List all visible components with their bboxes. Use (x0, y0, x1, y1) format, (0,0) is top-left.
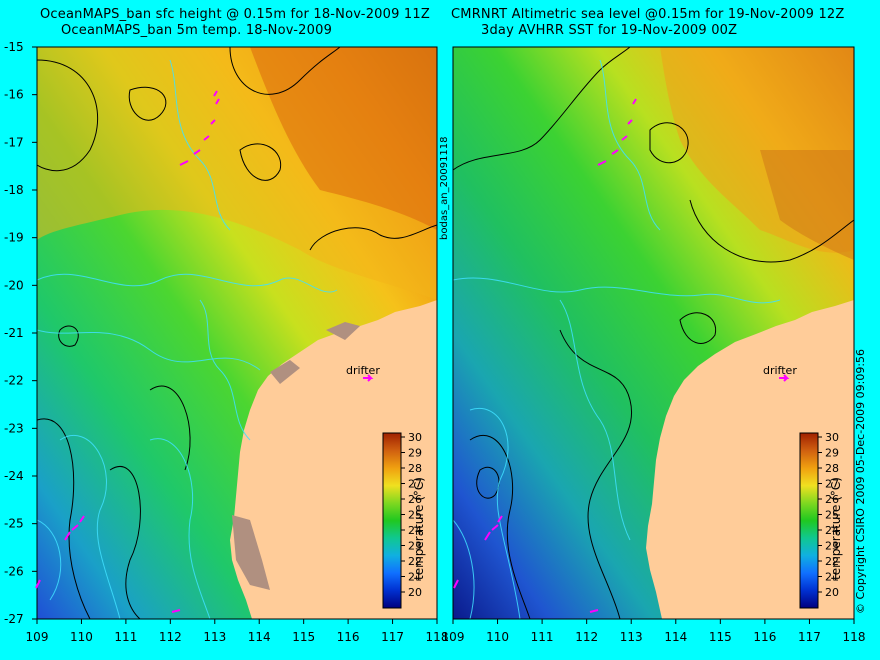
y-tick-label: -27 (4, 612, 24, 626)
right-x-tick-label: 114 (664, 630, 687, 644)
right-drifter-marker (779, 374, 790, 382)
right-x-tick-label: 113 (620, 630, 643, 644)
left-x-tick-label: 115 (292, 630, 315, 644)
left-title-line2: OceanMAPS_ban 5m temp. 18-Nov-2009 (61, 23, 333, 38)
left-x-tick-label: 111 (114, 630, 137, 644)
y-tick-label: -25 (4, 517, 24, 531)
left-colorbar-tick-label: 21 (408, 571, 422, 584)
right-colorbar-tick-label: 26 (825, 493, 839, 506)
right-x-tick-label: 112 (575, 630, 598, 644)
y-tick-label: -16 (4, 88, 24, 102)
right-drifter-label: drifter (763, 364, 797, 377)
right-x-tick-label: 111 (531, 630, 554, 644)
y-tick-label: -15 (4, 40, 24, 54)
right-x-axis: 109 110 111 112 113 114 115 116 117 118 (442, 619, 866, 644)
y-tick-label: -18 (4, 183, 24, 197)
y-axis: -15 -16 -17 -18 -19 -20 -21 -22 -23 -24 -25 -26 -27 (4, 40, 37, 626)
left-colorbar-label: temperature (°C) (412, 477, 426, 580)
right-drifter-track (453, 98, 790, 613)
y-tick-label: -24 (4, 469, 24, 483)
right-colorbar-tick-label: 30 (825, 431, 839, 444)
y-tick-label: -22 (4, 374, 24, 388)
left-x-tick-label: 114 (248, 630, 271, 644)
left-colorbar-tick-label: 26 (408, 493, 422, 506)
right-title-line2: 3day AVHRR SST for 19-Nov-2009 00Z (481, 23, 738, 38)
right-colorbar-tick-label: 20 (825, 586, 839, 599)
right-colorbar-tick-label: 22 (825, 555, 839, 568)
right-map-panel (453, 47, 854, 619)
left-drifter-label: drifter (346, 364, 380, 377)
left-colorbar-tick-label: 20 (408, 586, 422, 599)
right-colorbar-tick-label: 28 (825, 462, 839, 475)
left-colorbar-tick-label: 24 (408, 524, 422, 537)
left-x-tick-label: 110 (70, 630, 93, 644)
y-tick-label: -23 (4, 421, 24, 435)
right-colorbar-tick-label: 29 (825, 447, 839, 460)
left-map-panel (37, 47, 437, 619)
right-x-tick-label: 117 (798, 630, 821, 644)
left-x-tick-label: 117 (381, 630, 404, 644)
y-tick-label: -19 (4, 231, 24, 245)
left-x-tick-label: 109 (26, 630, 49, 644)
right-x-tick-label: 118 (843, 630, 866, 644)
right-colorbar-tick-label: 24 (825, 524, 839, 537)
run-id-label: bodas_an_20091118 (439, 136, 450, 240)
left-x-axis: 109 110 111 112 113 114 115 116 117 118 (26, 619, 449, 644)
right-colorbar-tick-label: 23 (825, 540, 839, 553)
left-colorbar-tick-label: 28 (408, 462, 422, 475)
right-colorbar-tick-label: 25 (825, 509, 839, 522)
left-colorbar-tick-label: 30 (408, 431, 422, 444)
left-colorbar-tick-label: 25 (408, 509, 422, 522)
copyright-label: © Copyright CSIRO 2009 05-Dec-2009 09:09… (854, 349, 867, 614)
y-tick-label: -21 (4, 326, 24, 340)
right-x-tick-label: 115 (709, 630, 732, 644)
left-colorbar-tick-label: 27 (408, 478, 422, 491)
left-colorbar-tick-label: 23 (408, 540, 422, 553)
left-drifter-marker (363, 374, 374, 382)
right-title-line1: CMRNRT Altimetric sea level @0.15m for 1… (451, 7, 845, 22)
right-x-tick-label: 116 (753, 630, 776, 644)
left-x-tick-label: 116 (337, 630, 360, 644)
left-colorbar: 30 29 28 27 26 25 24 23 22 21 20 temperature (°C) (382, 431, 426, 609)
right-x-tick-label: 110 (486, 630, 509, 644)
left-x-tick-label: 118 (426, 630, 449, 644)
y-tick-label: -17 (4, 135, 24, 149)
left-x-tick-label: 113 (203, 630, 226, 644)
right-x-tick-label: 109 (442, 630, 465, 644)
y-tick-label: -20 (4, 278, 24, 292)
right-colorbar-tick-label: 27 (825, 478, 839, 491)
left-drifter-track (35, 90, 374, 613)
right-colorbar-tick-label: 21 (825, 571, 839, 584)
left-x-tick-label: 112 (159, 630, 182, 644)
right-colorbar: 30 29 28 27 26 25 24 23 22 21 20 temperature (°C) (799, 431, 843, 609)
y-tick-label: -26 (4, 564, 24, 578)
left-colorbar-tick-label: 22 (408, 555, 422, 568)
left-colorbar-tick-label: 29 (408, 447, 422, 460)
left-title-line1: OceanMAPS_ban sfc height @ 0.15m for 18-… (40, 7, 430, 22)
right-colorbar-label: temperature (°C) (829, 477, 843, 580)
